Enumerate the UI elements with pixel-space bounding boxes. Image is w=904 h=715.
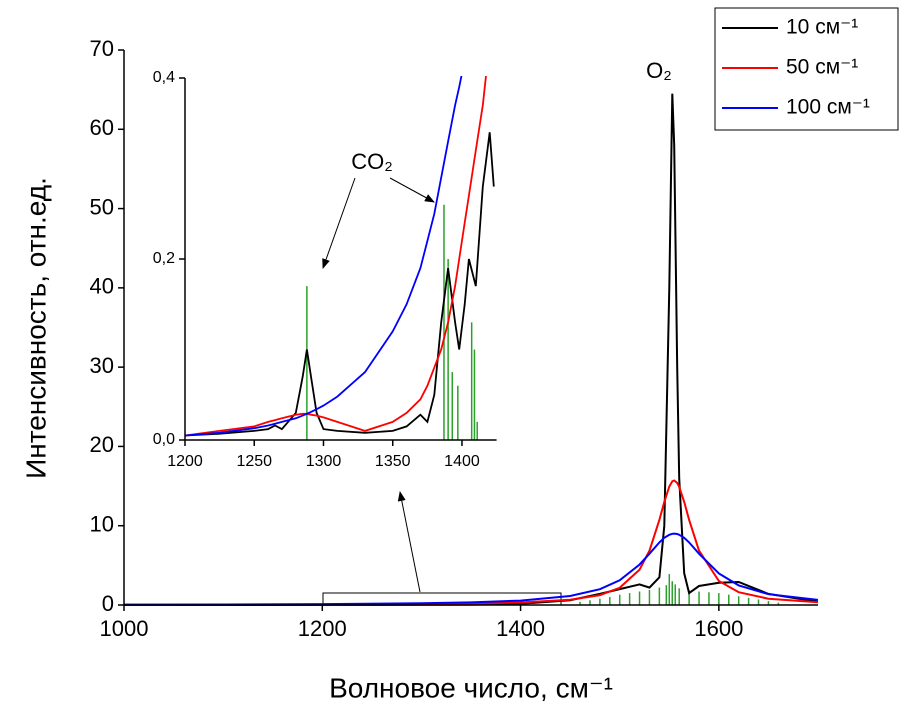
series-line: [124, 479, 818, 606]
x-tick-label: 1400: [444, 453, 480, 470]
legend-label: 100 см⁻¹: [786, 96, 870, 119]
y-tick-label: 60: [90, 115, 114, 140]
y-tick-label: 30: [90, 353, 114, 378]
x-tick-label: 1200: [298, 616, 347, 641]
series-line: [185, 76, 463, 437]
y-tick-label: 10: [90, 512, 114, 537]
y-tick-label: 20: [90, 432, 114, 457]
arrow: [397, 491, 421, 593]
y-tick-label: 0: [102, 591, 114, 616]
x-tick-label: 1250: [236, 453, 272, 470]
series-line: [124, 532, 818, 606]
y-tick-label: 0,4: [153, 69, 175, 86]
x-tick-label: 1600: [694, 616, 743, 641]
y-tick-label: 0,2: [153, 250, 175, 267]
legend-label: 50 см⁻¹: [786, 56, 858, 79]
plot-area: [185, 76, 495, 440]
y-tick-label: 50: [90, 194, 114, 219]
y-tick-label: 0,0: [153, 431, 175, 448]
arrow: [389, 177, 435, 203]
x-tick-label: 1000: [100, 616, 149, 641]
series-line: [185, 76, 487, 437]
o2-annotation: O₂: [646, 58, 672, 83]
x-tick-label: 1350: [375, 453, 411, 470]
x-tick-label: 1400: [496, 616, 545, 641]
y-tick-label: 70: [90, 36, 114, 61]
legend-label: 10 см⁻¹: [786, 16, 858, 39]
x-tick-label: 1200: [167, 453, 203, 470]
arrow: [322, 177, 356, 269]
y-axis-label: Интенсивность, отн.ед.: [20, 177, 51, 479]
x-tick-label: 1300: [306, 453, 342, 470]
series-line: [185, 132, 495, 437]
co2-annotation: CO₂: [351, 149, 393, 174]
x-axis-label: Волновое число, см⁻¹: [329, 672, 613, 703]
y-tick-label: 40: [90, 274, 114, 299]
